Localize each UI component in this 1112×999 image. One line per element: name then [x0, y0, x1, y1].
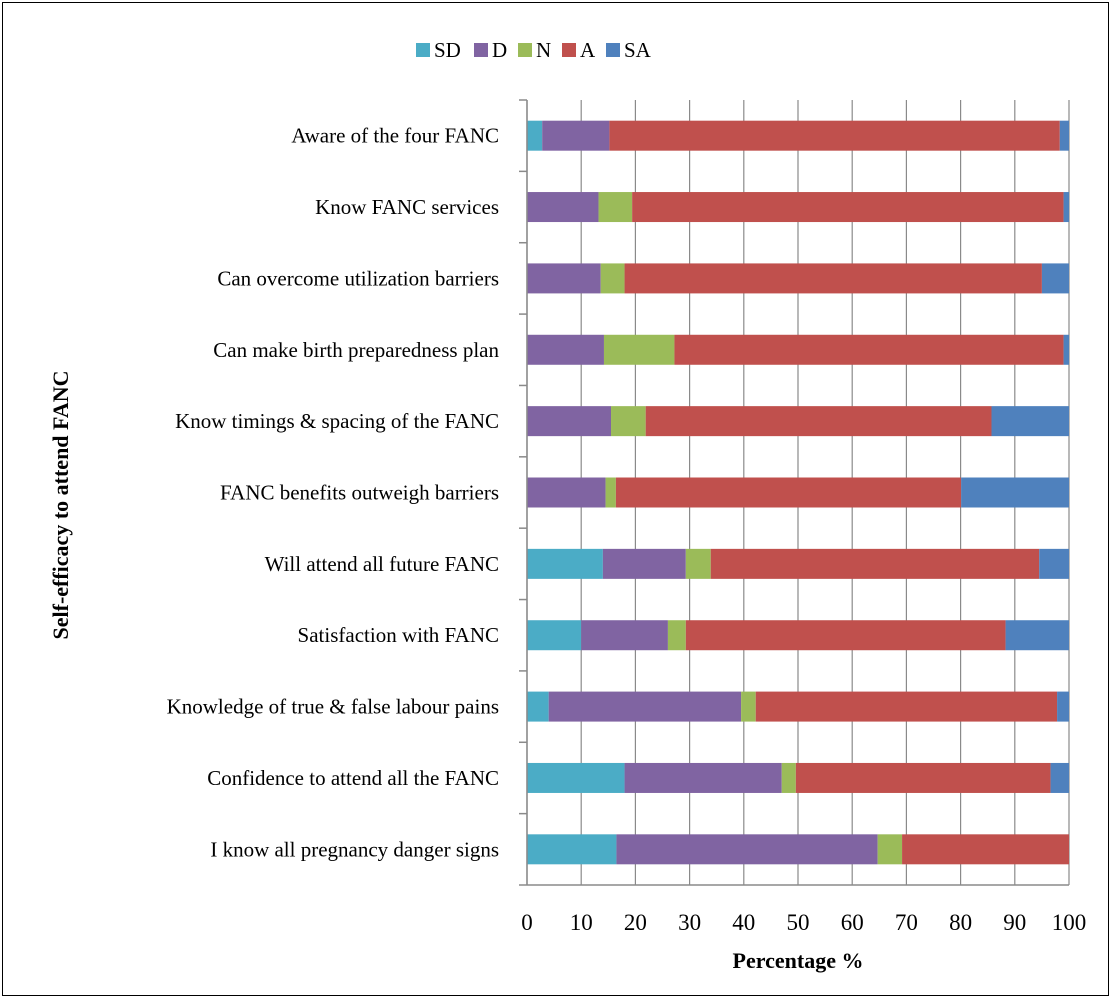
bar-segment-sa — [1041, 263, 1069, 294]
bar-segment-a — [755, 691, 1058, 722]
bar-segment-sa — [991, 406, 1069, 437]
legend-swatch — [562, 43, 576, 57]
bar-segment-d — [542, 120, 610, 151]
legend-item-a: A — [562, 38, 596, 62]
bar-segment-n — [598, 192, 633, 223]
category-label: Know timings & spacing of the FANC — [175, 409, 499, 433]
bar-segment-n — [781, 762, 796, 793]
bar-segment-sd — [527, 762, 625, 793]
bar-segment-d — [527, 406, 612, 437]
category-label: Knowledge of true & false labour pains — [167, 695, 499, 719]
x-tick-label: 20 — [624, 910, 647, 935]
bar-segment-d — [527, 192, 599, 223]
legend-swatch — [606, 43, 620, 57]
x-tick-label: 30 — [678, 910, 701, 935]
x-tick-label: 80 — [949, 910, 972, 935]
category-labels: Aware of the four FANC Know FANC services… — [167, 124, 500, 862]
bar-segment-d — [527, 477, 606, 508]
bar-segment-sa — [1039, 548, 1069, 579]
bar-segment-n — [611, 406, 646, 437]
legend-swatch — [518, 43, 532, 57]
x-tick-label: 0 — [521, 910, 533, 935]
category-label: Will attend all future FANC — [265, 552, 499, 576]
x-tick-label: 100 — [1052, 910, 1087, 935]
x-axis-title: Percentage % — [733, 948, 864, 973]
legend-swatch — [416, 43, 430, 57]
bar-segment-n — [877, 834, 903, 865]
bar-segment-sd — [527, 834, 617, 865]
y-axis-title: Self-efficacy to attend FANC — [48, 370, 73, 639]
category-label: Confidence to attend all the FANC — [207, 766, 499, 790]
category-label: Satisfaction with FANC — [298, 623, 499, 647]
bar-segment-a — [645, 406, 992, 437]
bar-segment-n — [600, 263, 625, 294]
category-label: FANC benefits outweigh barriers — [220, 481, 499, 505]
x-tick-label: 50 — [787, 910, 810, 935]
x-tick-label: 10 — [570, 910, 593, 935]
bar-segment-a — [615, 477, 962, 508]
legend-label: A — [580, 38, 596, 62]
x-tick-label: 90 — [1003, 910, 1026, 935]
bar-segment-d — [548, 691, 742, 722]
legend: SD D N A SA — [416, 38, 652, 62]
legend-item-d: D — [474, 38, 507, 62]
bars — [527, 120, 1069, 865]
bar-segment-sa — [1050, 762, 1069, 793]
x-tick-labels: 0 10 20 30 40 50 60 70 80 90 100 — [521, 910, 1086, 935]
bar-segment-n — [667, 620, 686, 651]
bar-segment-d — [624, 762, 782, 793]
x-tick-label: 70 — [895, 910, 918, 935]
bar-segment-n — [685, 548, 711, 579]
bar-segment-n — [741, 691, 756, 722]
bar-segment-sd — [527, 548, 603, 579]
category-label: Aware of the four FANC — [291, 124, 499, 148]
bar-segment-d — [527, 263, 601, 294]
bar-segment-sa — [1059, 120, 1069, 151]
bar-segment-n — [603, 334, 675, 365]
category-label: Can make birth preparedness plan — [213, 338, 499, 362]
bar-segment-a — [685, 620, 1006, 651]
bar-segment-sa — [1063, 192, 1069, 223]
bar-segment-d — [527, 334, 604, 365]
bar-segment-sa — [1057, 691, 1069, 722]
bar-segment-d — [581, 620, 668, 651]
category-label: Know FANC services — [315, 195, 499, 219]
x-tick-label: 60 — [841, 910, 864, 935]
bar-segment-sa — [1005, 620, 1069, 651]
bar-segment-a — [609, 120, 1060, 151]
bar-segment-a — [624, 263, 1042, 294]
bar-segment-sa — [1063, 334, 1069, 365]
bar-segment-n — [605, 477, 616, 508]
legend-label: D — [492, 38, 507, 62]
legend-item-sd: SD — [416, 38, 461, 62]
legend-item-n: N — [518, 38, 551, 62]
bar-segment-d — [602, 548, 686, 579]
bar-segment-a — [632, 192, 1064, 223]
bar-segment-a — [902, 834, 1069, 865]
axes — [519, 99, 1069, 886]
bar-segment-a — [795, 762, 1051, 793]
bar-segment-sd — [527, 620, 582, 651]
bar-segment-sd — [527, 120, 543, 151]
bar-segment-sd — [527, 691, 549, 722]
bar-segment-sa — [961, 477, 1069, 508]
legend-label: N — [536, 38, 551, 62]
legend-label: SA — [624, 38, 652, 62]
legend-item-sa: SA — [606, 38, 652, 62]
bar-segment-a — [710, 548, 1040, 579]
legend-label: SD — [434, 38, 461, 62]
x-tick-label: 40 — [732, 910, 755, 935]
bar-segment-d — [616, 834, 878, 865]
legend-swatch — [474, 43, 488, 57]
category-label: I know all pregnancy danger signs — [210, 837, 499, 861]
category-label: Can overcome utilization barriers — [217, 266, 499, 290]
bar-segment-a — [674, 334, 1064, 365]
